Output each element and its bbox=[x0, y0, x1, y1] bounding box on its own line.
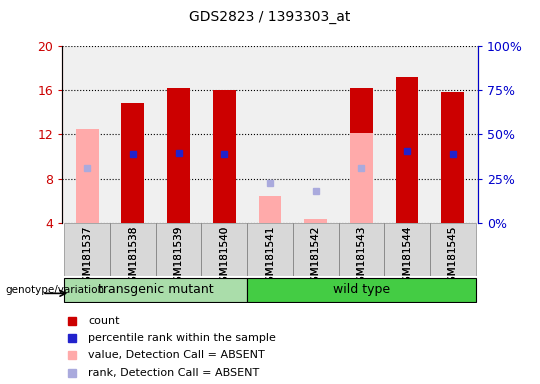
Text: GSM181544: GSM181544 bbox=[402, 225, 412, 289]
Text: percentile rank within the sample: percentile rank within the sample bbox=[88, 333, 276, 343]
Text: GSM181539: GSM181539 bbox=[174, 225, 184, 289]
FancyBboxPatch shape bbox=[247, 223, 293, 276]
Text: GDS2823 / 1393303_at: GDS2823 / 1393303_at bbox=[190, 10, 350, 23]
FancyBboxPatch shape bbox=[64, 223, 110, 276]
Bar bbox=[396, 77, 418, 223]
Text: transgenic mutant: transgenic mutant bbox=[98, 283, 214, 296]
Bar bbox=[167, 88, 190, 223]
Text: GSM181539: GSM181539 bbox=[174, 225, 184, 289]
Bar bbox=[350, 88, 373, 223]
FancyBboxPatch shape bbox=[110, 223, 156, 276]
Bar bbox=[350, 133, 373, 223]
Text: GSM181542: GSM181542 bbox=[310, 225, 321, 289]
Bar bbox=[441, 93, 464, 223]
Text: GSM181538: GSM181538 bbox=[128, 225, 138, 289]
Text: count: count bbox=[88, 316, 120, 326]
Bar bbox=[76, 129, 99, 223]
Text: GSM181537: GSM181537 bbox=[82, 225, 92, 289]
FancyBboxPatch shape bbox=[247, 278, 476, 302]
Text: rank, Detection Call = ABSENT: rank, Detection Call = ABSENT bbox=[88, 368, 260, 378]
Text: value, Detection Call = ABSENT: value, Detection Call = ABSENT bbox=[88, 350, 265, 360]
Text: GSM181537: GSM181537 bbox=[82, 225, 92, 289]
Text: GSM181545: GSM181545 bbox=[448, 225, 458, 289]
Text: wild type: wild type bbox=[333, 283, 390, 296]
FancyBboxPatch shape bbox=[430, 223, 476, 276]
Text: genotype/variation: genotype/variation bbox=[5, 285, 105, 295]
FancyBboxPatch shape bbox=[384, 223, 430, 276]
Bar bbox=[213, 90, 236, 223]
Text: GSM181540: GSM181540 bbox=[219, 225, 230, 289]
FancyBboxPatch shape bbox=[201, 223, 247, 276]
Text: GSM181545: GSM181545 bbox=[448, 225, 458, 289]
Text: GSM181543: GSM181543 bbox=[356, 225, 366, 289]
Text: GSM181541: GSM181541 bbox=[265, 225, 275, 289]
Text: GSM181538: GSM181538 bbox=[128, 225, 138, 289]
Text: GSM181540: GSM181540 bbox=[219, 225, 230, 289]
Bar bbox=[122, 104, 144, 223]
Bar bbox=[304, 219, 327, 223]
FancyBboxPatch shape bbox=[64, 278, 247, 302]
FancyBboxPatch shape bbox=[339, 223, 384, 276]
Text: GSM181543: GSM181543 bbox=[356, 225, 366, 289]
Bar bbox=[259, 196, 281, 223]
Text: GSM181541: GSM181541 bbox=[265, 225, 275, 289]
FancyBboxPatch shape bbox=[293, 223, 339, 276]
Text: GSM181542: GSM181542 bbox=[310, 225, 321, 289]
Text: GSM181544: GSM181544 bbox=[402, 225, 412, 289]
FancyBboxPatch shape bbox=[156, 223, 201, 276]
